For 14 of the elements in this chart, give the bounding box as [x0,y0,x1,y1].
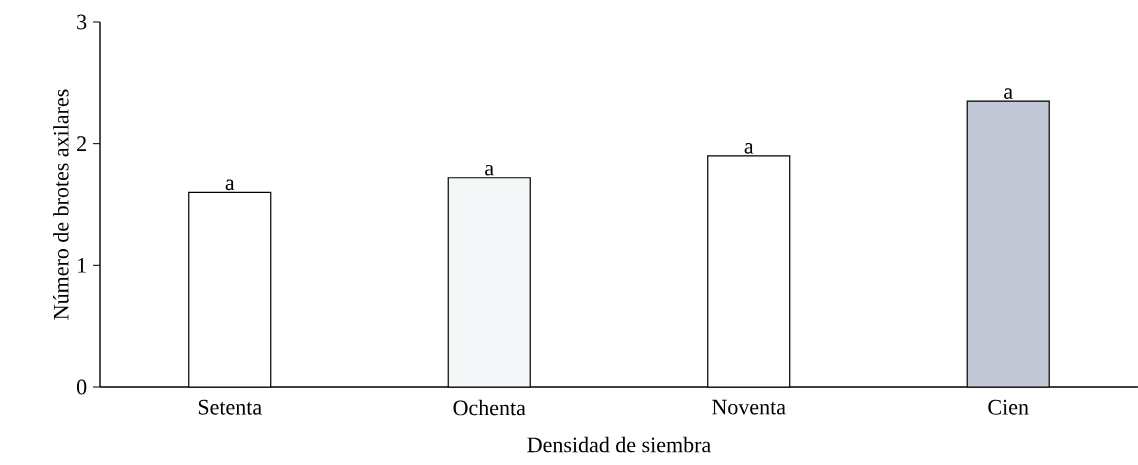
x-tick-label: Setenta [198,399,262,415]
y-tick-label: 3 [77,14,87,30]
data-label: a [225,179,235,191]
x-tick-label: Noventa [712,399,786,415]
x-tick-label: Ochenta [453,399,526,416]
x-axis-title: Densidad de siembra [527,436,711,453]
y-tick-label: 2 [77,136,86,151]
x-tick-label: Cien [988,399,1029,415]
y-tick-label: 1 [78,258,86,273]
data-label: a [1004,88,1013,99]
y-axis-title: Número de brotes axilares [53,89,69,320]
data-label: a [485,164,494,176]
y-tick-label: 0 [76,379,87,395]
data-label: a [744,143,754,154]
